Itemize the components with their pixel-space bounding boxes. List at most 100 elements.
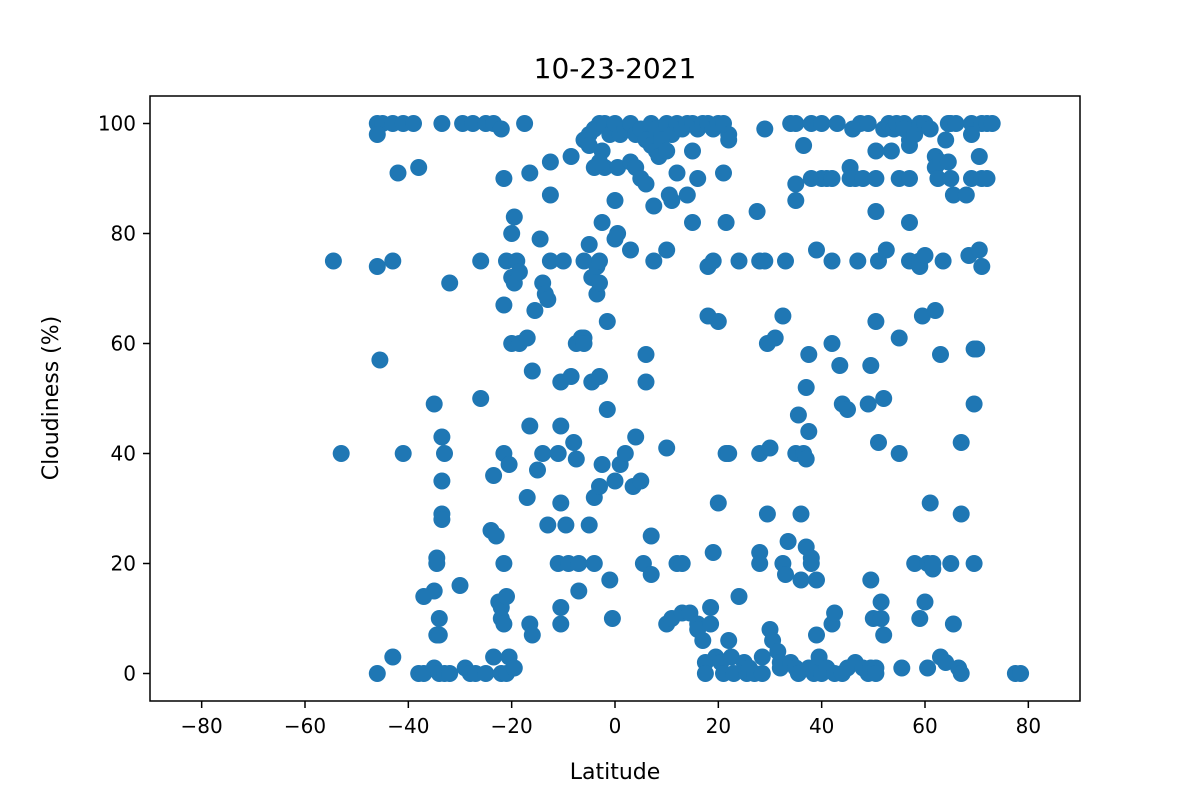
scatter-point — [725, 665, 743, 682]
scatter-point — [554, 252, 572, 270]
scatter-point — [684, 142, 701, 160]
scatter-point — [684, 214, 701, 231]
scatter-point — [518, 329, 536, 347]
scatter-point — [410, 159, 428, 176]
scatter-point — [580, 516, 598, 534]
scatter-point — [758, 505, 776, 523]
scatter-point — [567, 450, 585, 468]
x-tick-label: −40 — [387, 714, 429, 738]
scatter-point — [702, 615, 720, 633]
scatter-point — [877, 241, 895, 259]
scatter-point — [570, 582, 588, 600]
scatter-point — [523, 362, 541, 380]
scatter-point — [616, 445, 634, 462]
scatter-point — [384, 252, 402, 270]
scatter-point — [823, 170, 841, 187]
scatter-point — [565, 434, 583, 451]
scatter-point — [797, 379, 815, 396]
scatter-point — [694, 632, 712, 649]
scatter-point — [792, 505, 810, 523]
scatter-point — [926, 302, 944, 319]
y-tick-label: 60 — [111, 332, 136, 356]
scatter-point — [430, 626, 448, 644]
scatter-point — [609, 225, 627, 242]
scatter-point — [937, 654, 955, 671]
y-tick-label: 40 — [111, 442, 136, 466]
scatter-point — [947, 115, 965, 132]
scatter-point — [730, 252, 748, 270]
scatter-point — [901, 214, 918, 231]
scatter-point — [593, 214, 611, 231]
scatter-point — [787, 192, 805, 209]
scatter-point — [645, 252, 663, 270]
scatter-point — [795, 137, 813, 154]
scatter-point — [562, 148, 580, 165]
scatter-point — [642, 566, 660, 583]
x-tick-label: 60 — [912, 714, 937, 738]
scatter-point — [601, 571, 619, 589]
scatter-point — [932, 346, 949, 363]
scatter-point — [539, 516, 557, 534]
scatter-point — [792, 571, 810, 589]
scatter-point — [549, 445, 567, 462]
scatter-point — [505, 208, 523, 226]
x-tick-label: −20 — [491, 714, 533, 738]
scatter-point — [500, 456, 518, 473]
scatter-point — [787, 175, 805, 193]
scatter-point — [808, 571, 825, 589]
scatter-point — [384, 648, 402, 666]
scatter-point — [929, 170, 947, 187]
scatter-point — [689, 170, 707, 187]
scatter-point — [774, 307, 792, 325]
y-axis-label: Cloudiness (%) — [39, 316, 64, 480]
scatter-point — [521, 164, 539, 182]
scatter-point — [529, 461, 546, 479]
scatter-point — [492, 120, 510, 138]
scatter-point — [433, 428, 451, 446]
scatter-point — [552, 494, 570, 512]
scatter-point — [919, 659, 937, 677]
scatter-point — [678, 186, 696, 204]
scatter-point — [970, 148, 988, 165]
y-tick-label: 80 — [111, 222, 136, 246]
scatter-point — [585, 555, 603, 572]
scatter-point — [789, 406, 807, 424]
scatter-point — [983, 115, 1001, 132]
scatter-point — [717, 214, 735, 231]
scatter-point — [368, 258, 386, 275]
scatter-point — [433, 472, 451, 490]
scatter-point — [552, 599, 570, 616]
scatter-point — [777, 566, 794, 583]
scatter-point — [968, 340, 986, 358]
scatter-point — [766, 329, 784, 347]
scatter-point — [720, 131, 738, 149]
scatter-point — [808, 626, 825, 644]
scatter-point — [598, 313, 616, 330]
scatter-point — [916, 247, 934, 264]
x-tick-label: 80 — [1016, 714, 1041, 738]
scatter-point — [730, 588, 748, 605]
x-tick-label: 40 — [809, 714, 834, 738]
scatter-point — [875, 390, 893, 407]
scatter-point — [862, 357, 880, 374]
scatter-point — [901, 170, 918, 187]
scatter-point — [965, 395, 983, 413]
scatter-point — [952, 665, 970, 682]
scatter-point — [505, 659, 523, 677]
scatter-point — [779, 533, 797, 550]
scatter-point — [893, 659, 911, 677]
scatter-point — [593, 456, 611, 473]
scatter-point — [870, 434, 887, 451]
scatter-point — [826, 604, 844, 622]
scatter-point — [477, 665, 495, 682]
scatter-point — [591, 274, 608, 292]
scatter-point — [541, 186, 559, 204]
scatter-point — [867, 313, 885, 330]
scatter-point — [849, 252, 867, 270]
scatter-point — [562, 368, 580, 385]
scatter-point — [598, 401, 616, 418]
scatter-point — [715, 164, 732, 182]
x-tick-label: 0 — [609, 714, 622, 738]
axis-ticks: −80 −60 −40 −20 0 20 40 60 80 0 20 40 60 80 100 — [98, 112, 1041, 739]
x-tick-label: −80 — [181, 714, 223, 738]
